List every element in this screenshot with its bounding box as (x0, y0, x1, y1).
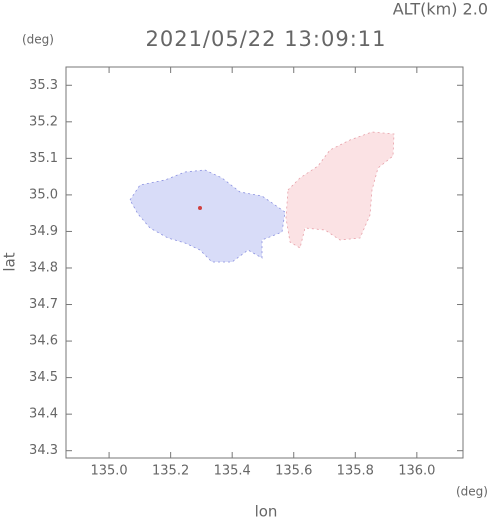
y-tick-label: 34.6 (29, 334, 58, 349)
x-tick-label: 135.0 (90, 464, 127, 479)
x-tick-label: 135.2 (152, 464, 189, 479)
y-tick-label: 35.2 (29, 114, 58, 129)
y-tick-label: 35.0 (29, 187, 58, 202)
y-tick-label: 34.3 (29, 443, 58, 458)
subtitle: ALT(km) 2.0 (393, 0, 488, 19)
x-tick-label: 135.8 (337, 464, 374, 479)
y-tick-label: 35.3 (29, 78, 58, 93)
x-tick-label: 136.0 (398, 464, 435, 479)
x-unit: (deg) (456, 485, 488, 499)
echo-areas (129, 131, 395, 263)
y-tick-label: 34.8 (29, 260, 58, 275)
x-tick-label: 135.4 (214, 464, 251, 479)
y-axis-label: lat (1, 252, 19, 271)
y-tick-label: 34.4 (29, 407, 58, 422)
y-tick-label: 35.1 (29, 151, 58, 166)
chart-title: 2021/05/22 13:09:11 (145, 27, 386, 51)
y-tick-label: 34.7 (29, 297, 58, 312)
x-tick-label: 135.6 (275, 464, 312, 479)
plot-frame (65, 66, 464, 459)
y-tick-label: 34.5 (29, 370, 58, 385)
y-tick-label: 34.9 (29, 224, 58, 239)
echo-pink (285, 131, 395, 249)
x-axis-label: lon (255, 503, 278, 521)
echo-point (198, 206, 202, 210)
echo-blue (129, 169, 286, 263)
y-unit: (deg) (22, 33, 54, 47)
